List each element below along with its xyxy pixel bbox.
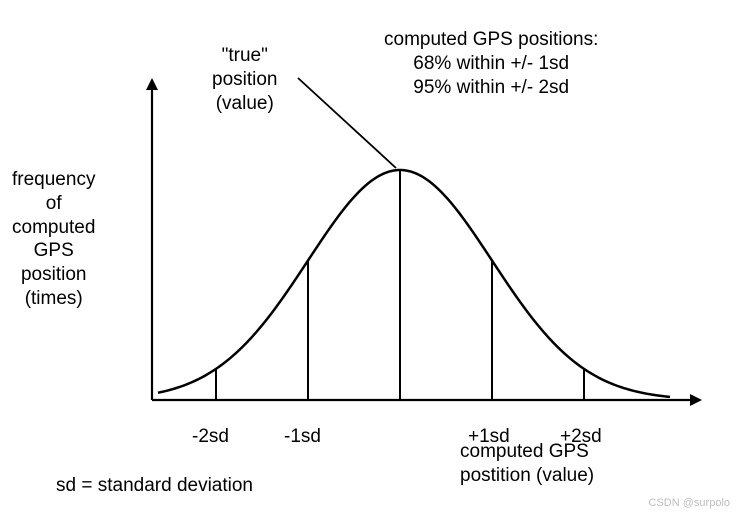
tick-label-pos1sd: +1sd	[468, 425, 510, 449]
header-label: computed GPS positions:68% within +/- 1s…	[384, 28, 598, 99]
tick-label-pos2sd: +2sd	[560, 425, 602, 449]
y-axis-label: frequencyofcomputedGPSposition(times)	[12, 168, 95, 311]
footer-label: sd = standard deviation	[56, 474, 253, 498]
diagram-svg	[0, 0, 738, 513]
tick-label-neg1sd: -1sd	[284, 425, 321, 449]
tick-label-neg2sd: -2sd	[192, 425, 229, 449]
true-position-label: "true"position(value)	[212, 44, 278, 115]
watermark-text: CSDN @surpolo	[649, 497, 730, 509]
